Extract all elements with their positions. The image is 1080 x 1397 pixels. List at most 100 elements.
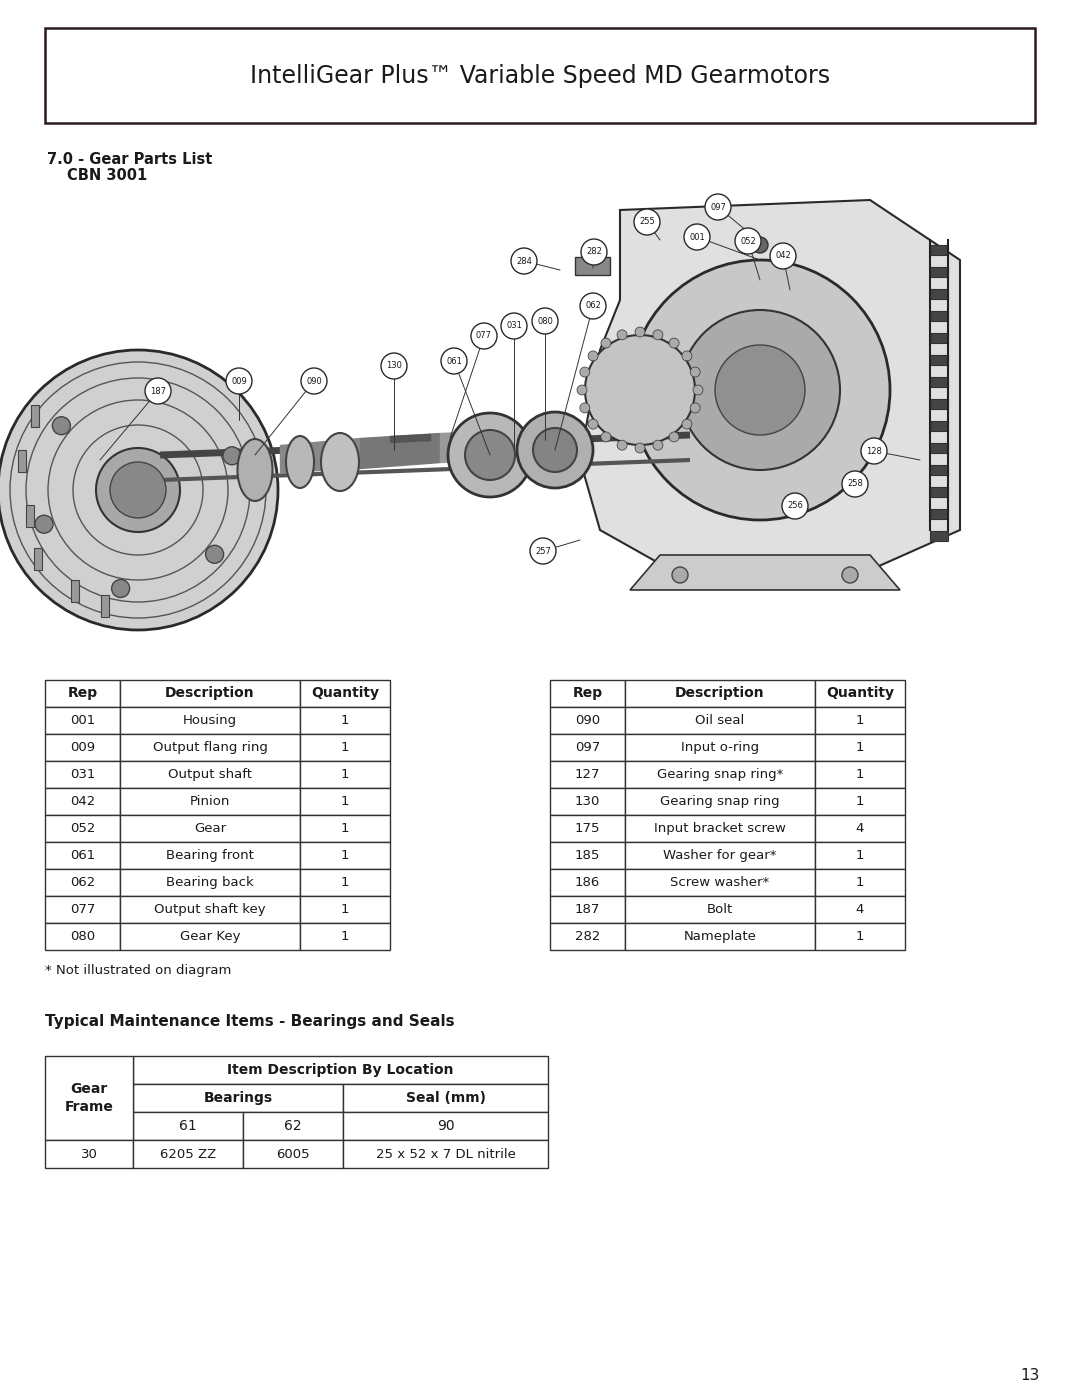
Circle shape bbox=[511, 249, 537, 274]
Circle shape bbox=[635, 327, 645, 337]
Bar bbox=[45, 923, 120, 950]
Text: Gear: Gear bbox=[194, 821, 226, 835]
Text: 080: 080 bbox=[537, 317, 553, 326]
Text: 052: 052 bbox=[740, 236, 756, 246]
Ellipse shape bbox=[238, 439, 272, 502]
Circle shape bbox=[580, 367, 590, 377]
Bar bbox=[133, 1084, 343, 1112]
Circle shape bbox=[147, 383, 164, 401]
Text: 061: 061 bbox=[70, 849, 95, 862]
Text: 282: 282 bbox=[575, 930, 600, 943]
Text: 1: 1 bbox=[341, 849, 349, 862]
Circle shape bbox=[301, 367, 327, 394]
Text: Housing: Housing bbox=[183, 714, 238, 726]
Text: 031: 031 bbox=[507, 321, 522, 331]
Bar bbox=[120, 680, 300, 707]
Bar bbox=[930, 465, 948, 475]
Circle shape bbox=[782, 493, 808, 520]
Bar bbox=[575, 257, 610, 275]
Bar bbox=[625, 733, 815, 761]
Text: 258: 258 bbox=[847, 479, 863, 489]
Circle shape bbox=[589, 419, 598, 429]
Circle shape bbox=[635, 443, 645, 453]
Bar bbox=[930, 244, 948, 256]
Circle shape bbox=[690, 367, 700, 377]
Bar bbox=[31, 405, 39, 427]
Bar bbox=[33, 548, 42, 570]
Circle shape bbox=[534, 427, 577, 472]
Bar bbox=[625, 923, 815, 950]
Bar bbox=[45, 1140, 133, 1168]
Text: 185: 185 bbox=[575, 849, 600, 862]
Bar bbox=[133, 1140, 243, 1168]
Circle shape bbox=[670, 338, 679, 348]
Circle shape bbox=[617, 330, 627, 339]
Circle shape bbox=[471, 323, 497, 349]
Circle shape bbox=[205, 545, 224, 563]
Text: 001: 001 bbox=[70, 714, 95, 726]
Text: 175: 175 bbox=[575, 821, 600, 835]
Text: Input bracket screw: Input bracket screw bbox=[654, 821, 786, 835]
Text: 1: 1 bbox=[855, 768, 864, 781]
Text: 130: 130 bbox=[386, 362, 402, 370]
Bar bbox=[45, 895, 120, 923]
Text: 1: 1 bbox=[341, 795, 349, 807]
Text: * Not illustrated on diagram: * Not illustrated on diagram bbox=[45, 964, 231, 977]
Bar bbox=[930, 420, 948, 432]
Text: Item Description By Location: Item Description By Location bbox=[227, 1063, 454, 1077]
Bar bbox=[243, 1140, 343, 1168]
Bar bbox=[45, 761, 120, 788]
Bar bbox=[300, 707, 390, 733]
Bar bbox=[133, 1056, 548, 1084]
Circle shape bbox=[145, 379, 171, 404]
Text: 1: 1 bbox=[341, 930, 349, 943]
Bar bbox=[300, 895, 390, 923]
Bar bbox=[625, 788, 815, 814]
Text: 009: 009 bbox=[70, 740, 95, 754]
Circle shape bbox=[222, 447, 241, 465]
Text: 127: 127 bbox=[575, 768, 600, 781]
Circle shape bbox=[580, 293, 606, 319]
Circle shape bbox=[715, 345, 805, 434]
Text: Description: Description bbox=[675, 686, 765, 700]
Bar bbox=[930, 443, 948, 453]
Text: Rep: Rep bbox=[67, 686, 97, 700]
Bar bbox=[45, 680, 120, 707]
Bar bbox=[120, 707, 300, 733]
Circle shape bbox=[680, 310, 840, 469]
Bar bbox=[300, 733, 390, 761]
Circle shape bbox=[448, 414, 532, 497]
Text: Output flang ring: Output flang ring bbox=[152, 740, 268, 754]
Text: 257: 257 bbox=[535, 546, 551, 556]
Text: 061: 061 bbox=[446, 356, 462, 366]
Text: 256: 256 bbox=[787, 502, 802, 510]
Text: Output shaft key: Output shaft key bbox=[154, 902, 266, 916]
Circle shape bbox=[684, 224, 710, 250]
Text: 1: 1 bbox=[855, 795, 864, 807]
Circle shape bbox=[690, 402, 700, 414]
Bar bbox=[18, 450, 26, 472]
Bar bbox=[815, 680, 905, 707]
Bar bbox=[930, 488, 948, 497]
Bar bbox=[815, 923, 905, 950]
Circle shape bbox=[634, 210, 660, 235]
Bar bbox=[45, 869, 120, 895]
Text: 1: 1 bbox=[341, 821, 349, 835]
Bar bbox=[550, 923, 625, 950]
Text: Pinion: Pinion bbox=[190, 795, 230, 807]
Bar bbox=[930, 400, 948, 409]
Bar bbox=[243, 1112, 343, 1140]
Bar bbox=[102, 595, 109, 617]
Circle shape bbox=[35, 515, 53, 534]
Circle shape bbox=[600, 432, 611, 441]
Bar bbox=[815, 895, 905, 923]
Circle shape bbox=[672, 567, 688, 583]
Bar bbox=[300, 761, 390, 788]
Bar bbox=[550, 869, 625, 895]
Text: 097: 097 bbox=[710, 203, 726, 211]
Text: 097: 097 bbox=[575, 740, 600, 754]
Circle shape bbox=[532, 307, 558, 334]
Bar bbox=[120, 869, 300, 895]
Bar bbox=[625, 814, 815, 842]
Circle shape bbox=[110, 462, 166, 518]
